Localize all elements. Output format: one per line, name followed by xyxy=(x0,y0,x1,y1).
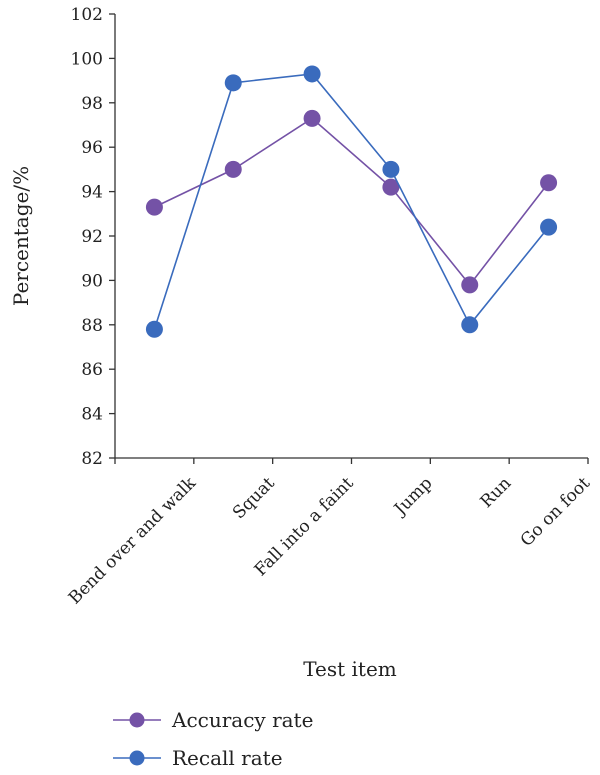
y-axis-title: Percentage/% xyxy=(9,166,33,306)
data-point xyxy=(224,74,242,92)
y-axis-ticks: 82 84 86 88 90 92 94 96 98 100 102 xyxy=(71,5,115,469)
y-tick-label: 92 xyxy=(81,227,103,247)
legend-label: Recall rate xyxy=(172,746,283,770)
x-tick-label: Run xyxy=(477,473,516,512)
data-point xyxy=(303,109,321,127)
data-point xyxy=(145,198,163,216)
y-tick-label: 82 xyxy=(81,449,103,469)
axes xyxy=(114,14,588,459)
series-accuracy-rate xyxy=(145,109,558,294)
y-tick-label: 102 xyxy=(71,5,103,25)
series-recall-rate xyxy=(145,65,558,338)
data-point xyxy=(303,65,321,83)
x-tick-label: Squat xyxy=(229,473,279,523)
legend-item: Accuracy rate xyxy=(113,708,313,732)
y-tick-label: 100 xyxy=(71,49,103,69)
data-point xyxy=(224,160,242,178)
y-tick-label: 86 xyxy=(81,360,103,380)
legend-marker xyxy=(129,750,145,766)
series-layer xyxy=(145,65,558,338)
data-point xyxy=(540,218,558,236)
data-point xyxy=(461,276,479,294)
x-tick-label: Bend over and walk xyxy=(65,473,201,609)
legend-marker xyxy=(129,712,145,728)
series-line xyxy=(153,73,550,330)
data-point xyxy=(382,178,400,196)
legend-label: Accuracy rate xyxy=(171,708,313,732)
x-tick-label: Jump xyxy=(389,473,436,520)
y-tick-label: 90 xyxy=(81,271,103,291)
legend: Accuracy rate Recall rate xyxy=(113,708,313,770)
series-line xyxy=(154,117,550,287)
legend-item: Recall rate xyxy=(113,746,283,770)
y-tick-label: 94 xyxy=(81,183,103,203)
data-point xyxy=(461,316,479,334)
data-point xyxy=(540,174,558,192)
y-tick-label: 98 xyxy=(81,94,103,114)
x-tick-label: Go on foot xyxy=(517,473,594,550)
data-point xyxy=(145,320,163,338)
y-tick-label: 84 xyxy=(81,405,103,425)
data-point xyxy=(382,160,400,178)
x-axis-title: Test item xyxy=(303,657,397,681)
y-tick-label: 88 xyxy=(81,316,103,336)
y-tick-label: 96 xyxy=(81,138,103,158)
